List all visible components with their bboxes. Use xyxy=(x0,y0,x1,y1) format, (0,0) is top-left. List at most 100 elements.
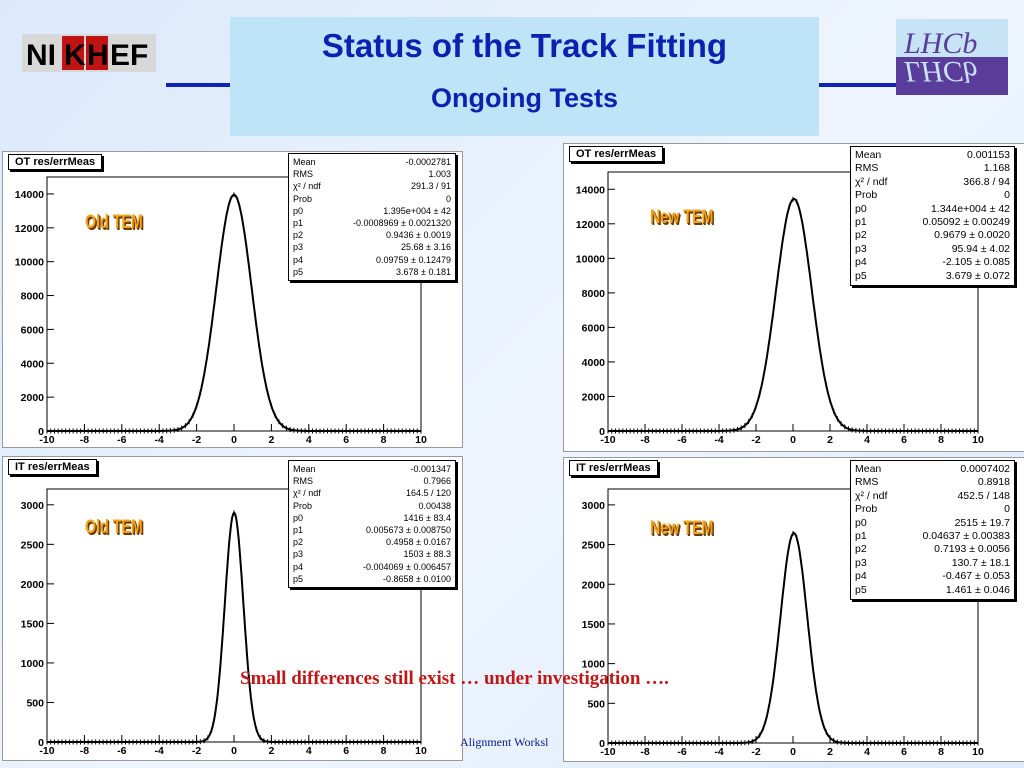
y-tick-label: 0 xyxy=(38,737,44,749)
x-tick-label: 6 xyxy=(901,746,907,758)
y-tick-label: 12000 xyxy=(15,223,44,235)
x-tick-label: -8 xyxy=(640,434,649,446)
y-tick-label: 4000 xyxy=(582,357,606,369)
x-tick-label: 2 xyxy=(827,746,833,758)
svg-text:H: H xyxy=(87,39,109,72)
stats-row: Mean 0.001153 xyxy=(855,149,1010,162)
x-tick-label: -8 xyxy=(80,434,89,446)
footer-text: Alignment Worksl xyxy=(460,735,549,749)
histogram-plot: -10 -8 -6 -4 -2 0 2 4 6 8 10 0 2000 4000 6000 8000 10000… xyxy=(576,171,984,446)
stats-row: χ² / ndf 164.5 / 120 xyxy=(293,487,451,499)
x-tick-label: 2 xyxy=(268,745,274,757)
investigation-note: Small differences still exist … under in… xyxy=(240,668,669,689)
x-tick-label: 8 xyxy=(381,434,387,446)
stats-value: 0 xyxy=(445,193,451,204)
stats-key: Mean xyxy=(855,463,882,475)
x-tick-label: -6 xyxy=(677,434,686,446)
stats-key: RMS xyxy=(293,169,313,180)
stats-value: -0.0008969 ± 0.0021320 xyxy=(352,218,451,229)
stats-row: Mean 0.0007402 xyxy=(855,463,1010,476)
stats-key: Prob xyxy=(855,189,878,202)
stats-key: p0 xyxy=(293,512,304,523)
stats-row: p5 1.461 ± 0.046 xyxy=(855,584,1010,597)
stats-value: -0.004069 ± 0.006457 xyxy=(362,561,451,572)
stats-key: Mean xyxy=(855,149,882,161)
x-tick-label: 4 xyxy=(864,746,870,758)
stats-row: RMS 0.7966 xyxy=(293,475,451,487)
stats-value: -0.467 ± 0.053 xyxy=(942,570,1010,583)
stats-key: p0 xyxy=(855,202,867,215)
stats-key: p0 xyxy=(855,516,867,529)
x-tick-label: -10 xyxy=(600,434,615,446)
y-tick-label: 10000 xyxy=(15,257,44,269)
x-tick-label: 4 xyxy=(864,434,870,446)
blank-patch xyxy=(68,553,85,580)
stats-key: χ² / ndf xyxy=(855,489,888,502)
stats-key: p2 xyxy=(293,537,304,548)
stats-value: 0.8918 xyxy=(977,476,1010,489)
y-tick-label: 500 xyxy=(26,697,44,709)
stats-key: p0 xyxy=(293,205,304,216)
stats-value: 3.678 ± 0.181 xyxy=(396,266,451,277)
plot-panel-ot-new: -10 -8 -6 -4 -2 0 2 4 6 8 10 0 2000 4000 6000 8000 10000… xyxy=(563,143,1024,452)
y-tick-label: 1500 xyxy=(21,618,45,630)
stats-key: p5 xyxy=(293,266,304,277)
method-tag: New TEM xyxy=(650,518,714,539)
stats-value: -0.0002781 xyxy=(405,157,451,167)
stats-key: p3 xyxy=(293,549,304,560)
x-tick-label: 0 xyxy=(231,434,237,446)
lhcb-logo: LHCb LHCb xyxy=(896,19,1008,95)
stats-box: Mean -0.0002781 RMS 1.003 χ² / ndf 291.3 / 91… xyxy=(288,153,456,282)
stats-row: p3 25.68 ± 3.16 xyxy=(293,241,451,253)
stats-value: 0.00438 xyxy=(418,500,451,511)
y-tick-label: 1000 xyxy=(582,659,606,671)
x-tick-label: -4 xyxy=(155,434,164,446)
stats-value: -0.8658 ± 0.0100 xyxy=(383,573,451,584)
y-tick-label: 2500 xyxy=(582,540,606,552)
stats-row: p1 0.005673 ± 0.008750 xyxy=(293,524,451,536)
stats-value: 95.94 ± 4.02 xyxy=(951,242,1010,255)
stats-key: p4 xyxy=(855,256,867,269)
x-tick-label: 0 xyxy=(231,745,237,757)
slide-title: Status of the Track Fitting xyxy=(321,27,728,64)
plot-panel-it-new: -10 -8 -6 -4 -2 0 2 4 6 8 10 0 500 1000 1500 2000 2500 30… xyxy=(563,457,1024,762)
stats-row: p3 130.7 ± 18.1 xyxy=(855,557,1010,570)
stats-value: 1503 ± 88.3 xyxy=(403,549,451,560)
y-tick-label: 4000 xyxy=(21,358,45,370)
svg-text:NI: NI xyxy=(26,39,56,72)
x-tick-label: 0 xyxy=(790,434,796,446)
x-tick-label: -2 xyxy=(751,434,760,446)
y-tick-label: 0 xyxy=(38,426,44,438)
stats-row: p5 3.679 ± 0.072 xyxy=(855,270,1010,283)
stats-key: p1 xyxy=(293,218,304,229)
x-tick-label: -6 xyxy=(117,434,126,446)
stats-key: Prob xyxy=(293,193,313,204)
stats-value: 3.679 ± 0.072 xyxy=(945,269,1010,282)
y-tick-label: 2000 xyxy=(21,579,45,591)
svg-text:K: K xyxy=(64,39,86,72)
stats-key: p4 xyxy=(855,570,867,583)
header-rule-right xyxy=(818,83,898,87)
x-tick-label: 4 xyxy=(306,434,312,446)
y-tick-label: 10000 xyxy=(576,253,605,265)
stats-row: p0 1416 ± 83.4 xyxy=(293,512,451,524)
stats-row: p3 1503 ± 88.3 xyxy=(293,548,451,560)
y-tick-label: 3000 xyxy=(582,500,606,512)
stats-row: RMS 1.003 xyxy=(293,168,451,180)
stats-row: p0 1.395e+004 ± 42 xyxy=(293,205,451,217)
stats-row: p4 -2.105 ± 0.085 xyxy=(855,256,1010,269)
stats-row: Prob 0.00438 xyxy=(293,500,451,512)
x-tick-label: -6 xyxy=(677,746,686,758)
stats-value: 291.3 / 91 xyxy=(410,181,451,192)
stats-row: Mean -0.0002781 xyxy=(293,156,451,168)
stats-value: -2.105 ± 0.085 xyxy=(942,256,1010,269)
x-tick-label: -4 xyxy=(155,745,164,757)
stats-key: p1 xyxy=(293,525,304,536)
stats-row: p2 0.9436 ± 0.0019 xyxy=(293,229,451,241)
x-tick-label: -10 xyxy=(39,745,54,757)
stats-value: 130.7 ± 18.1 xyxy=(951,556,1010,569)
stats-key: p3 xyxy=(293,242,304,253)
stats-key: χ² / ndf xyxy=(855,175,888,188)
stats-key: p3 xyxy=(855,242,867,255)
